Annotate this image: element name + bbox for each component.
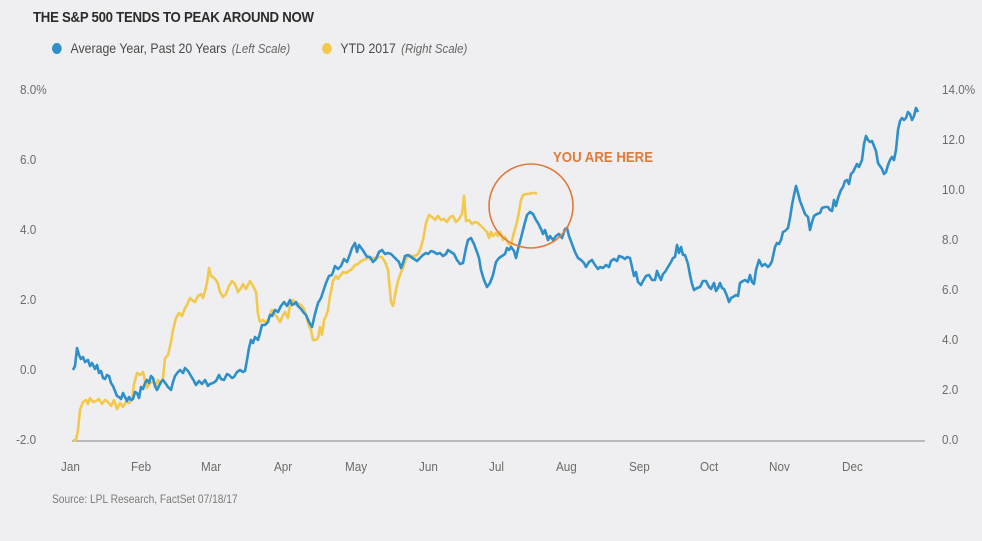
x-axis-tick: Mar <box>201 459 222 474</box>
blue-dot-icon <box>52 42 62 54</box>
x-axis-tick: Sep <box>629 459 650 474</box>
x-axis-tick: Aug <box>556 459 577 474</box>
legend-note: (Right Scale) <box>401 40 468 56</box>
right-axis-tick: 0.0 <box>942 432 959 447</box>
right-axis-tick: 6.0 <box>942 282 959 297</box>
chart-title: THE S&P 500 TENDS TO PEAK AROUND NOW <box>33 9 314 26</box>
x-axis-tick: Feb <box>131 459 152 474</box>
you-are-here-label: YOU ARE HERE <box>553 149 654 166</box>
right-axis-tick: 2.0 <box>942 382 959 397</box>
left-axis-tick: 2.0 <box>20 292 37 307</box>
left-axis-tick: 0.0 <box>20 362 37 377</box>
x-axis-tick: May <box>345 459 368 474</box>
x-axis-tick: Dec <box>842 459 863 474</box>
legend-label: YTD 2017 <box>340 40 396 56</box>
right-axis-tick: 12.0 <box>942 132 965 147</box>
left-axis-tick: 8.0% <box>20 82 47 97</box>
right-axis-tick: 4.0 <box>942 332 959 347</box>
legend-item-average-year: Average Year, Past 20 Years (Left Scale) <box>52 40 290 56</box>
legend-label: Average Year, Past 20 Years <box>70 40 227 56</box>
x-axis-tick: Nov <box>769 459 790 474</box>
x-axis-tick: Jul <box>489 459 504 474</box>
right-axis-tick: 8.0 <box>942 232 959 247</box>
legend-note: (Left Scale) <box>231 40 291 56</box>
right-axis-tick: 14.0% <box>942 82 976 97</box>
average-year-line <box>71 106 920 403</box>
x-axis-tick: Apr <box>274 459 293 474</box>
legend: Average Year, Past 20 Years (Left Scale)… <box>52 40 499 56</box>
left-axis-tick: 6.0 <box>20 152 37 167</box>
x-axis-tick: Jan <box>61 459 80 474</box>
you-are-here-circle <box>488 163 574 249</box>
yellow-dot-icon <box>321 42 332 54</box>
left-axis-tick: 4.0 <box>20 222 37 237</box>
ytd-2017-line <box>73 191 538 442</box>
legend-item-ytd-2017: YTD 2017 (Right Scale) <box>321 40 468 56</box>
x-axis-tick: Jun <box>419 459 438 474</box>
source-note: Source: LPL Research, FactSet 07/18/17 <box>52 492 238 506</box>
x-axis-tick: Oct <box>700 459 719 474</box>
left-axis-tick: -2.0 <box>16 432 37 447</box>
right-axis-tick: 10.0 <box>942 182 965 197</box>
